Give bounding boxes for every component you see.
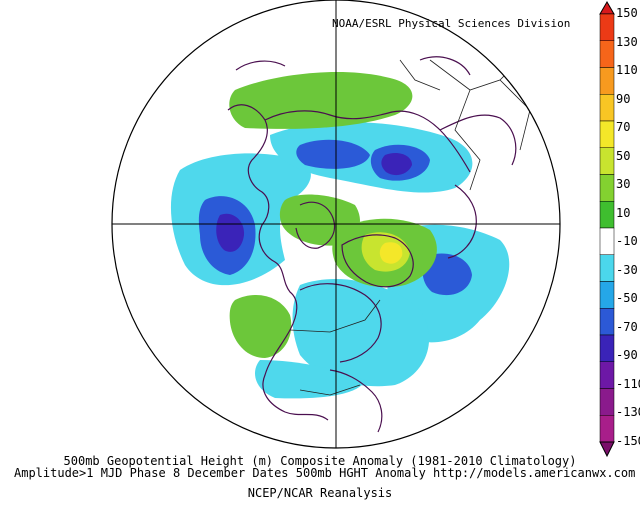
colorbar-tick-label: 10 xyxy=(616,205,631,220)
colorbar-tick-label: 90 xyxy=(616,91,631,106)
colorbar-tick-label: 30 xyxy=(616,177,631,192)
colorbar-band xyxy=(599,308,615,336)
colorbar-tick-label: 50 xyxy=(616,148,631,163)
colorbar-band xyxy=(599,227,615,255)
colorbar-tick-label: 130 xyxy=(616,34,638,49)
colorbar-band xyxy=(599,94,615,122)
colorbar-tick-label: 110 xyxy=(616,63,638,78)
colorbar-band xyxy=(599,361,615,389)
colorbar-band xyxy=(599,67,615,95)
political-boundaries xyxy=(289,59,551,396)
colorbar-band xyxy=(599,174,615,202)
colorbar-tick-label: -150 xyxy=(616,434,640,448)
colorbar-tick-label: -90 xyxy=(616,348,638,363)
colorbar-band xyxy=(599,415,615,443)
coastlines xyxy=(227,56,517,433)
colorbar-tick-label: -10 xyxy=(616,234,638,249)
colorbar-band xyxy=(599,40,615,68)
colorbar-tick-label: -70 xyxy=(616,319,638,334)
caption-subtitle: Amplitude>1 MJD Phase 8 December Dates 5… xyxy=(14,466,636,480)
colorbar-band xyxy=(599,334,615,362)
colorbar-band xyxy=(599,120,615,148)
colorbar-tick-label: -50 xyxy=(616,291,638,306)
map-outline xyxy=(111,0,561,449)
colorbar-band xyxy=(599,388,615,416)
negative-anomaly-core xyxy=(216,153,412,252)
colorbar-tick-label: 70 xyxy=(616,120,631,135)
caption-title: 500mb Geopotential Height (m) Composite … xyxy=(63,454,577,468)
colorbar-band xyxy=(599,254,615,282)
colorbar-band xyxy=(599,201,615,229)
colorbar-band xyxy=(599,281,615,309)
colorbar-top-arrow xyxy=(599,1,615,15)
colorbar-band xyxy=(599,13,615,41)
colorbar xyxy=(599,1,615,458)
colorbar-tick-label: -110 xyxy=(616,376,640,391)
caption-source: NCEP/NCAR Reanalysis xyxy=(247,486,393,500)
colorbar-tick-label: 150 xyxy=(616,6,638,20)
colorbar-tick-label: -30 xyxy=(616,262,638,277)
positive-anomaly-yellow xyxy=(379,242,403,264)
colorbar-tick-label: -130 xyxy=(616,405,640,420)
colorbar-bottom-arrow xyxy=(599,441,615,458)
credit-text: NOAA/ESRL Physical Sciences Division xyxy=(332,17,571,30)
colorbar-band xyxy=(599,147,615,175)
